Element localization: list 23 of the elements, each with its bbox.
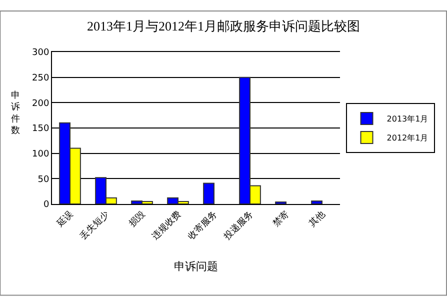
x-tick-label: 损毁	[126, 208, 148, 230]
y-tick-label: 100	[32, 149, 50, 160]
chart-title: 2013年1月与2012年1月邮政服务申诉问题比较图	[87, 18, 360, 34]
x-tick-label: 违规收费	[150, 208, 184, 242]
bar	[275, 201, 286, 204]
y-tick-label: 50	[38, 174, 50, 185]
y-axis-title: 申诉件数	[11, 90, 20, 136]
y-tick-label: 200	[32, 98, 50, 109]
x-tick-label: 禁寄	[270, 208, 292, 230]
y-tick-label: 150	[32, 124, 50, 134]
y-tick-label: 250	[32, 73, 50, 84]
y-tick-label: 300	[32, 48, 50, 58]
x-tick-label: 收寄服务	[186, 208, 220, 242]
legend-label: 2012年1月	[386, 134, 428, 143]
bar	[311, 200, 322, 204]
x-tick-label: 丢失短少	[78, 208, 112, 242]
x-tick-label: 投递服务	[221, 208, 256, 243]
y-tick-label: 0	[43, 200, 50, 210]
legend-label: 2013年1月	[386, 114, 428, 124]
x-axis-title: 申诉问题	[174, 260, 218, 273]
x-tick-label: 延误	[54, 208, 76, 230]
x-tick-label: 其他	[306, 208, 328, 230]
bar	[203, 182, 214, 204]
